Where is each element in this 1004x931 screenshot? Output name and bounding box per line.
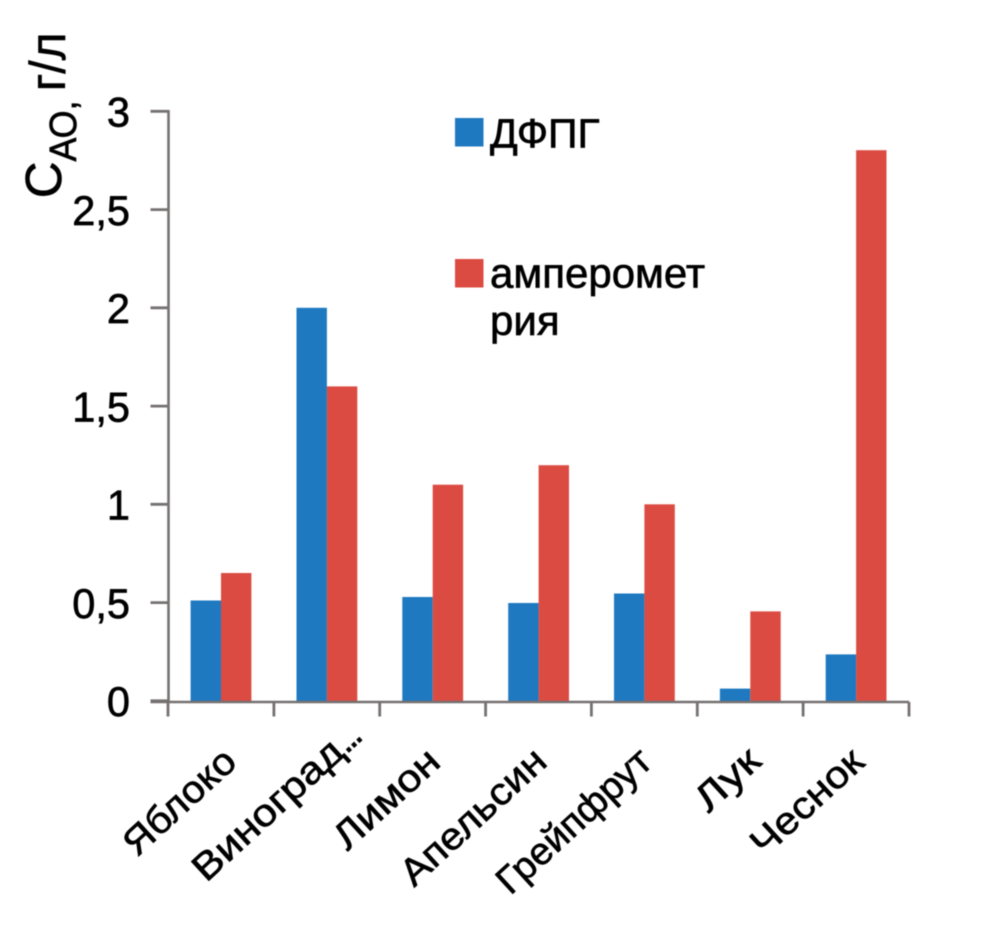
svg-text:1: 1 — [107, 482, 130, 529]
svg-text:амперомет: амперомет — [490, 249, 705, 296]
svg-text:0,5: 0,5 — [72, 580, 130, 627]
svg-text:2,5: 2,5 — [72, 187, 130, 234]
svg-text:1,5: 1,5 — [72, 383, 130, 430]
svg-text:3: 3 — [107, 89, 130, 136]
svg-text:ДФПГ: ДФПГ — [490, 111, 600, 157]
svg-text:Чеснок: Чеснок — [742, 740, 872, 864]
svg-text:САО, г/л: САО, г/л — [15, 32, 85, 198]
svg-text:0: 0 — [107, 678, 130, 725]
svg-text:рия: рия — [490, 297, 560, 344]
svg-text:2: 2 — [107, 285, 130, 332]
svg-text:Виноград...: Виноград... — [184, 715, 369, 889]
svg-text:Лук: Лук — [686, 739, 769, 820]
